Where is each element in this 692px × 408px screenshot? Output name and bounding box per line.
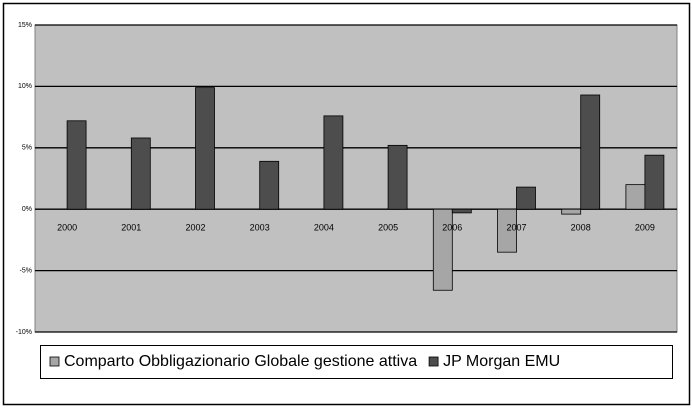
bar bbox=[259, 160, 280, 210]
bar bbox=[387, 144, 408, 210]
x-tick-label: 2007 bbox=[506, 223, 526, 233]
bar bbox=[66, 120, 87, 210]
bar bbox=[451, 208, 472, 214]
x-tick-label: 2000 bbox=[57, 223, 77, 233]
y-tick-label: -5% bbox=[20, 267, 32, 274]
legend-marker bbox=[49, 356, 60, 367]
bar bbox=[497, 208, 517, 253]
x-tick-label: 2003 bbox=[250, 223, 270, 233]
x-tick-label: 2002 bbox=[185, 223, 205, 233]
legend-label: JP Morgan EMU bbox=[443, 353, 560, 370]
legend-marker bbox=[428, 356, 439, 367]
y-tick-label: 15% bbox=[18, 22, 32, 29]
x-tick-label: 2008 bbox=[571, 223, 591, 233]
bar bbox=[644, 154, 665, 210]
y-tick-label: -10% bbox=[16, 329, 32, 336]
bar bbox=[323, 115, 344, 210]
y-tick-label: 10% bbox=[18, 83, 32, 90]
legend-label: Comparto Obbligazionario Globale gestion… bbox=[64, 353, 417, 370]
y-tick-label: 0% bbox=[22, 206, 32, 213]
bar bbox=[580, 94, 601, 210]
x-tick-label: 2005 bbox=[378, 223, 398, 233]
x-tick-label: 2006 bbox=[442, 223, 462, 233]
bar bbox=[516, 186, 536, 210]
x-tick-label: 2004 bbox=[314, 223, 334, 233]
bar bbox=[561, 208, 582, 215]
bar bbox=[130, 137, 151, 210]
bar bbox=[195, 87, 215, 210]
bar bbox=[625, 184, 646, 210]
x-tick-label: 2001 bbox=[121, 223, 141, 233]
bar bbox=[432, 208, 453, 291]
legend bbox=[40, 345, 673, 379]
y-tick-label: 5% bbox=[22, 145, 32, 152]
x-tick-label: 2009 bbox=[635, 223, 655, 233]
